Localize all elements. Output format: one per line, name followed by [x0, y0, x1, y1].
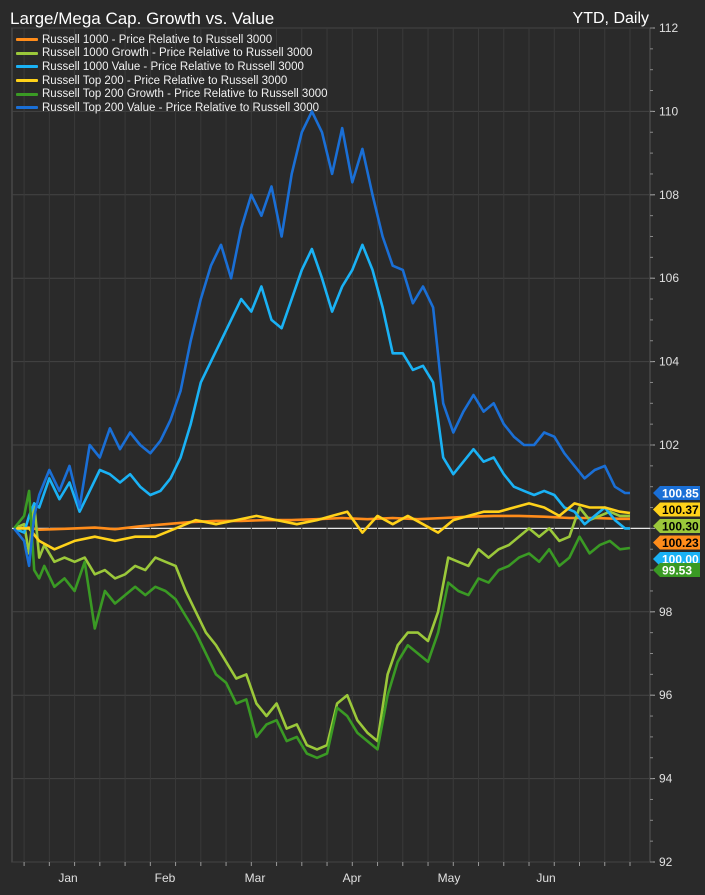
legend-item: Russell 1000 Growth - Price Relative to … — [16, 47, 328, 61]
value-badge-bg — [653, 551, 700, 566]
chart-period: YTD, Daily — [572, 10, 649, 27]
value-badge: 100.37 — [653, 502, 700, 517]
y-tick-label: 102 — [659, 438, 679, 452]
y-tick-label: 110 — [659, 104, 678, 118]
series-line-1 — [13, 502, 630, 751]
value-badge: 100.23 — [653, 535, 700, 550]
legend-label: Russell 1000 Growth - Price Relative to … — [42, 47, 313, 60]
value-badge: 99.53 — [653, 562, 700, 577]
legend-item: Russell Top 200 Value - Price Relative t… — [16, 101, 328, 115]
x-tick-label: May — [438, 871, 461, 885]
legend-item: Russell Top 200 Growth - Price Relative … — [16, 87, 328, 101]
value-badge-text: 100.00 — [662, 552, 699, 566]
chart-title: Large/Mega Cap. Growth vs. Value — [10, 9, 275, 28]
legend-label: Russell Top 200 Growth - Price Relative … — [42, 88, 328, 101]
y-tick-label: 92 — [659, 855, 673, 869]
gridlines — [12, 27, 650, 863]
y-tick-label: 98 — [659, 605, 673, 619]
legend-swatch — [16, 79, 38, 83]
value-badge-text: 100.37 — [662, 503, 699, 517]
y-tick-label: 104 — [659, 355, 679, 369]
x-tick-label: Mar — [245, 871, 266, 885]
series-line-0 — [13, 514, 630, 531]
legend-swatch — [16, 51, 38, 55]
value-badge-bg — [653, 485, 700, 500]
legend-label: Russell 1000 Value - Price Relative to R… — [42, 60, 304, 73]
legend-label: Russell Top 200 - Price Relative to Russ… — [42, 74, 288, 87]
legend-label: Russell 1000 - Price Relative to Russell… — [42, 33, 273, 46]
series-line-5 — [12, 110, 630, 568]
series-line-2 — [13, 243, 630, 534]
legend-label: Russell Top 200 Value - Price Relative t… — [42, 101, 319, 114]
series-line-4 — [12, 489, 631, 760]
x-tick-label: Jan — [58, 871, 77, 885]
series-lines — [12, 110, 631, 760]
value-badge-bg — [653, 535, 700, 550]
legend-swatch — [16, 106, 38, 110]
legend-item: Russell Top 200 - Price Relative to Russ… — [16, 74, 328, 88]
x-tick-label: Apr — [343, 871, 362, 885]
value-badge: 100.00 — [653, 551, 700, 566]
value-badge: 100.30 — [653, 518, 700, 533]
y-tick-label: 112 — [659, 21, 678, 35]
y-tick-label: 108 — [659, 188, 679, 202]
legend-swatch — [16, 38, 38, 42]
legend-item: Russell 1000 - Price Relative to Russell… — [16, 33, 328, 47]
value-badge-text: 100.85 — [662, 486, 699, 500]
value-badge-bg — [653, 502, 700, 517]
x-tick-label: Feb — [155, 871, 176, 885]
legend: Russell 1000 - Price Relative to Russell… — [16, 33, 328, 115]
y-tick-label: 94 — [659, 772, 673, 786]
value-badge-bg — [653, 518, 700, 533]
y-tick-label: 106 — [659, 271, 679, 285]
value-badge-text: 100.23 — [662, 536, 699, 550]
value-badge-text: 100.30 — [662, 519, 699, 533]
value-badge-bg — [653, 562, 700, 577]
legend-swatch — [16, 92, 38, 96]
series-line-3 — [14, 502, 631, 551]
value-badge: 100.85 — [653, 485, 700, 500]
legend-item: Russell 1000 Value - Price Relative to R… — [16, 60, 328, 74]
legend-swatch — [16, 65, 38, 69]
x-tick-label: Jun — [536, 871, 555, 885]
y-tick-label: 96 — [659, 688, 673, 702]
axis-labels: 11211010810610410210098969492JanFebMarAp… — [23, 21, 679, 885]
value-badge-text: 99.53 — [662, 563, 692, 577]
